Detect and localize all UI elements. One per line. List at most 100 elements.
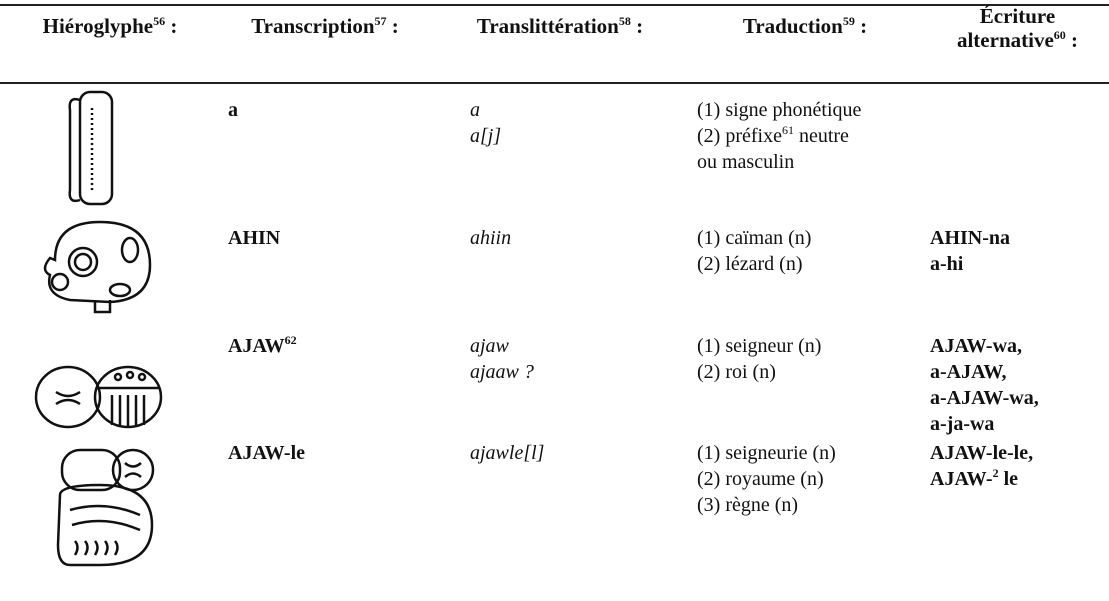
text: (2) roi (n) (697, 361, 776, 383)
note: 62 (284, 333, 297, 347)
text: Écriture alternative (956, 4, 1056, 52)
text: neutre (793, 125, 849, 147)
text: (1) signe phonétique (697, 99, 862, 121)
translation: (1) seigneurie (n) (2) royaume (n) (3) règ… (697, 440, 836, 518)
line: ou masculin (697, 149, 861, 175)
glyph-ajaw-le (56, 448, 155, 567)
line: AJAW-le (228, 440, 305, 466)
line: ajaaw ? (470, 359, 534, 385)
text: Transcription (251, 14, 375, 38)
alternatives: AHIN-na a-hi (930, 225, 1010, 277)
glyph-a (68, 90, 114, 206)
text: AJAW (228, 335, 285, 357)
note: 58 (618, 14, 631, 28)
text: le (998, 468, 1019, 490)
text: ou masculin (697, 151, 795, 173)
text: AJAW-wa, (930, 335, 1023, 357)
line: AJAW62 (228, 333, 297, 359)
note: 2 (992, 466, 999, 480)
note: 60 (1053, 28, 1066, 42)
line: a-AJAW-wa, (930, 385, 1039, 411)
line: ahiin (470, 225, 511, 251)
header-cell: Écriture alternative60 : (935, 4, 1100, 52)
transcription: AHIN (228, 225, 280, 251)
transliteration: ahiin (470, 225, 511, 251)
line: ajawle[l] (470, 440, 544, 466)
line: AJAW-2 le (930, 466, 1033, 492)
text: (1) seigneurie (n) (697, 442, 836, 464)
header-cell: Hiéroglyphe56 : (10, 14, 210, 38)
text: AJAW- (930, 468, 993, 490)
text: ajawle[l] (470, 442, 545, 464)
header-rule (0, 82, 1109, 84)
alternatives: AJAW-le-le, AJAW-2 le (930, 440, 1033, 492)
text: : (165, 14, 178, 38)
text: (1) seigneur (n) (697, 335, 822, 357)
line: (1) seigneurie (n) (697, 440, 836, 466)
text: AHIN (228, 227, 281, 249)
text: a-ja-wa (930, 413, 995, 435)
glyph-ahin (43, 220, 152, 314)
text: a[j] (470, 125, 502, 147)
line: AHIN (228, 225, 280, 251)
translation: (1) caïman (n) (2) lézard (n) (697, 225, 811, 277)
note: 61 (781, 123, 794, 137)
text: (2) lézard (n) (697, 253, 803, 275)
line: (1) signe phonétique (697, 97, 861, 123)
line: a-ja-wa (930, 411, 1039, 437)
glyph-ajaw (34, 365, 163, 429)
line: (3) règne (n) (697, 492, 836, 518)
text: a-AJAW, (930, 361, 1007, 383)
text: : (854, 14, 868, 38)
transliteration: a a[j] (470, 97, 501, 149)
text: a-hi (930, 253, 964, 275)
text: ajaw (470, 335, 509, 357)
line: (2) roi (n) (697, 359, 821, 385)
line: (2) préfixe61 neutre (697, 123, 861, 149)
note: 56 (153, 14, 166, 28)
line: (2) royaume (n) (697, 466, 836, 492)
line: (1) caïman (n) (697, 225, 811, 251)
note: 57 (374, 14, 387, 28)
text: : (386, 14, 399, 38)
text: a (470, 99, 480, 121)
text: Hiéroglyphe (42, 14, 154, 38)
glyphs (34, 90, 163, 567)
transcription: a (228, 97, 238, 123)
line: (1) seigneur (n) (697, 333, 821, 359)
transcription: AJAW62 (228, 333, 297, 359)
transcription: AJAW-le (228, 440, 305, 466)
line: ajaw (470, 333, 534, 359)
text: (2) préfixe (697, 125, 782, 147)
note: 59 (842, 14, 855, 28)
text: a-AJAW-wa, (930, 387, 1039, 409)
header-cell: Traduction59 : (700, 14, 910, 38)
text: AJAW-le (228, 442, 306, 464)
text: ahiin (470, 227, 512, 249)
line: AJAW-wa, (930, 333, 1039, 359)
text: a (228, 99, 238, 121)
translation: (1) seigneur (n) (2) roi (n) (697, 333, 821, 385)
line: a (470, 97, 501, 123)
transliteration: ajaw ajaaw ? (470, 333, 534, 385)
text: AHIN-na (930, 227, 1011, 249)
line: a (228, 97, 238, 123)
line: a-hi (930, 251, 1010, 277)
line: AHIN-na (930, 225, 1010, 251)
top-rule (0, 4, 1109, 6)
text: : (630, 14, 644, 38)
text: Translittération (476, 14, 619, 38)
text: (2) royaume (n) (697, 468, 824, 490)
text: (1) caïman (n) (697, 227, 812, 249)
translation: (1) signe phonétique (2) préfixe61 neutre… (697, 97, 861, 175)
alternatives: AJAW-wa, a-AJAW, a-AJAW-wa, a-ja-wa (930, 333, 1039, 437)
header-cell: Transcription57 : (222, 14, 428, 38)
transliteration: ajawle[l] (470, 440, 544, 466)
text: ajaaw ? (470, 361, 534, 383)
line: AJAW-le-le, (930, 440, 1033, 466)
line: a[j] (470, 123, 501, 149)
text: AJAW-le-le, (930, 442, 1034, 464)
text: Traduction (742, 14, 843, 38)
text: : (1065, 28, 1079, 52)
